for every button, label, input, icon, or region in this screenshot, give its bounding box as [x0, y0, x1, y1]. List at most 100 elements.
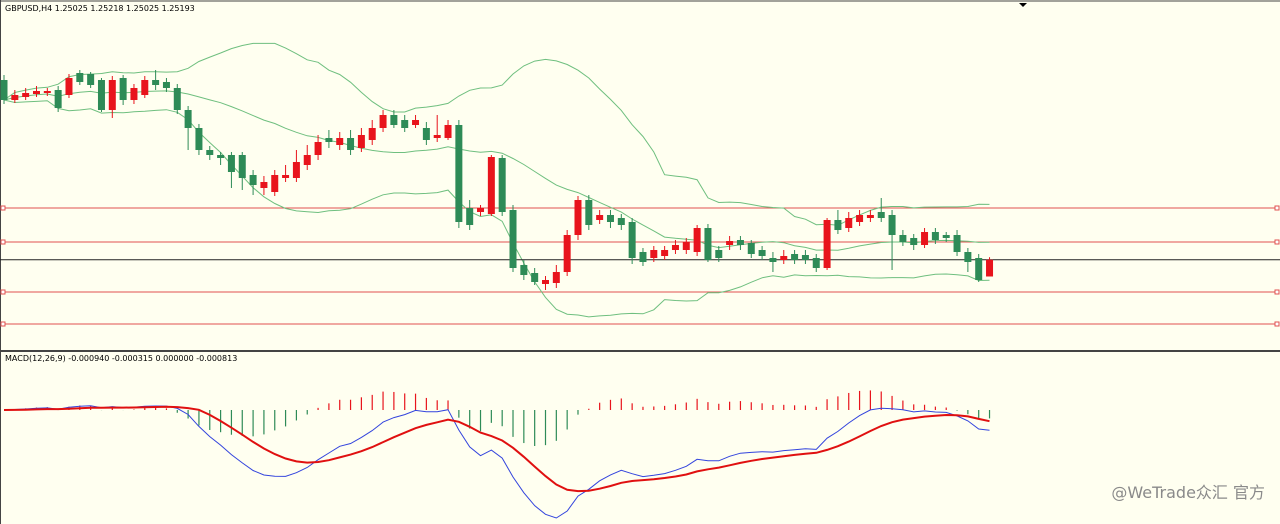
- watermark: @WeTrade众汇 官方: [1111, 483, 1265, 502]
- candle-body: [628, 222, 636, 258]
- candle-body: [379, 115, 387, 128]
- candle-body: [975, 258, 983, 280]
- level-handle: [1274, 289, 1280, 295]
- candle-body: [574, 200, 582, 235]
- candle-body: [866, 215, 874, 218]
- candle-body: [11, 95, 19, 100]
- candle-body: [726, 241, 734, 245]
- candle-body: [32, 91, 40, 94]
- candle-body: [542, 280, 549, 284]
- candle-body: [650, 250, 658, 258]
- candle-body: [910, 238, 918, 245]
- level-handle: [1274, 321, 1280, 327]
- candle-body: [368, 128, 376, 140]
- candle-body: [964, 252, 972, 262]
- candle-body: [357, 135, 365, 148]
- candle-body: [888, 215, 896, 235]
- candle-body: [704, 228, 712, 260]
- candle-body: [173, 88, 181, 110]
- candle-body: [119, 78, 127, 100]
- candle-body: [942, 235, 950, 238]
- candle-body: [162, 82, 170, 88]
- candle-body: [466, 208, 474, 225]
- candle-body: [791, 254, 799, 260]
- candle-body: [715, 250, 723, 258]
- candle-body: [661, 250, 669, 256]
- candle-body: [141, 80, 149, 95]
- candle-body: [596, 215, 604, 220]
- candle-body: [823, 220, 831, 268]
- level-handle: [1274, 239, 1280, 245]
- candle-body: [249, 175, 257, 185]
- candle-body: [487, 157, 495, 214]
- candle-body: [953, 235, 961, 252]
- candle-body: [303, 155, 311, 165]
- candle-body: [260, 182, 268, 188]
- candle-body: [877, 212, 885, 218]
- level-handle: [0, 289, 6, 295]
- candle-body: [412, 120, 420, 125]
- candle-body: [520, 265, 528, 275]
- candle-body: [606, 215, 614, 222]
- candle-body: [390, 115, 398, 125]
- candle-body: [747, 243, 755, 254]
- candle-body: [639, 252, 647, 262]
- candle-body: [921, 232, 929, 245]
- candle-body: [217, 155, 225, 158]
- candle-body: [801, 255, 809, 260]
- candle-body: [433, 135, 441, 138]
- candle-body: [780, 256, 788, 260]
- candle-body: [444, 125, 452, 138]
- candle-body: [585, 200, 593, 225]
- candle-body: [617, 218, 625, 225]
- candle-body: [76, 73, 84, 82]
- level-handle: [0, 321, 6, 327]
- candle-body: [108, 80, 116, 110]
- candle-body: [531, 273, 539, 282]
- candle-body: [986, 259, 994, 277]
- candle-body: [271, 175, 279, 192]
- candle-body: [856, 215, 864, 222]
- candle-body: [65, 78, 73, 95]
- candle-body: [682, 242, 690, 250]
- candle-body: [401, 120, 409, 128]
- candle-body: [336, 138, 344, 145]
- candle-body: [314, 142, 322, 155]
- candle-body: [422, 128, 430, 140]
- level-handle: [0, 239, 6, 245]
- candle-body: [152, 80, 160, 85]
- candle-body: [184, 110, 192, 128]
- candle-body: [22, 93, 30, 97]
- signal-line: [3, 405, 990, 493]
- candle-body: [563, 235, 571, 272]
- candle-body: [0, 80, 8, 100]
- level-handle: [1274, 205, 1280, 211]
- candle-body: [758, 250, 766, 256]
- level-handle: [0, 205, 6, 211]
- candle-body: [87, 74, 95, 85]
- candle-body: [292, 162, 300, 178]
- candle-body: [43, 91, 51, 93]
- candle-body: [812, 258, 820, 268]
- candle-body: [552, 272, 560, 283]
- indicator-label: MACD(12,26,9) -0.000940 -0.000315 0.0000…: [5, 354, 237, 363]
- candle-body: [282, 175, 290, 178]
- candle-body: [931, 232, 939, 240]
- candle-body: [899, 235, 907, 242]
- candle-body: [693, 228, 701, 252]
- candle-body: [325, 138, 333, 142]
- candle-body: [238, 155, 246, 178]
- candle-body: [54, 90, 62, 108]
- candle-body: [97, 80, 105, 110]
- candle-body: [498, 158, 506, 212]
- candle-body: [769, 258, 777, 262]
- candle-body: [736, 240, 744, 245]
- candle-body: [227, 155, 235, 172]
- candle-body: [130, 88, 138, 100]
- chart-title: GBPUSD,H4 1.25025 1.25218 1.25025 1.2519…: [5, 4, 195, 13]
- shift-marker: [1019, 3, 1027, 7]
- candle-body: [845, 218, 853, 228]
- candle-body: [477, 208, 485, 212]
